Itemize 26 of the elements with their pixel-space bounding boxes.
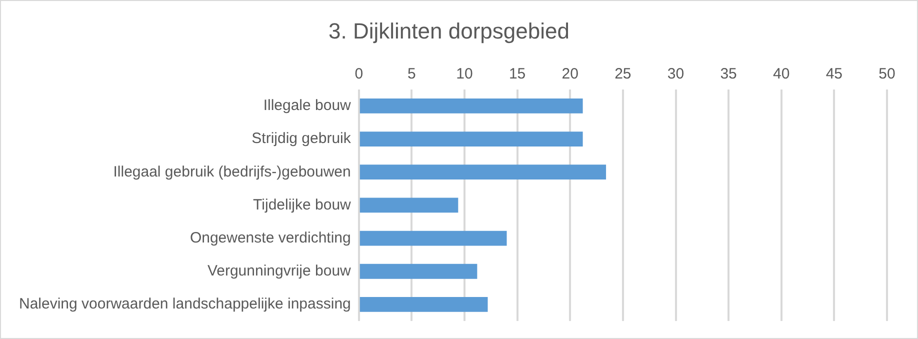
y-tick-label: Tijdelijke bouw xyxy=(253,196,352,214)
x-tick-label: 45 xyxy=(826,66,843,83)
x-tick-label: 35 xyxy=(720,66,737,83)
y-tick-label: Vergunningvrije bouw xyxy=(207,262,352,280)
x-tick-label: 40 xyxy=(773,66,790,83)
bar xyxy=(360,198,458,213)
x-tick-label: 15 xyxy=(508,66,526,83)
x-tick-label: 30 xyxy=(667,66,684,83)
x-tick-label: 5 xyxy=(408,66,416,83)
bar xyxy=(360,230,507,246)
bar xyxy=(360,164,606,180)
y-tick-label: Strijdig gebruik xyxy=(252,130,352,148)
y-tick-label: Illegale bouw xyxy=(263,97,352,114)
y-tick-label: Illegaal gebruik (bedrijfs-)gebouwen xyxy=(113,163,351,180)
y-tick-label: Naleving voorwaarden landschappelijke inpassing xyxy=(19,296,351,313)
x-tick-label: 50 xyxy=(878,66,896,83)
bar xyxy=(360,98,583,114)
x-tick-label: 10 xyxy=(456,66,473,83)
y-tick-label: Ongewenste verdichting xyxy=(190,229,351,246)
x-tick-label: 0 xyxy=(354,66,364,83)
bar xyxy=(360,132,583,146)
x-tick-label: 20 xyxy=(562,66,578,83)
bar xyxy=(360,297,488,312)
x-tick-label: 25 xyxy=(614,66,632,83)
chart-title: 3. Dijklinten dorpsgebied xyxy=(328,18,570,44)
bar xyxy=(360,264,478,279)
